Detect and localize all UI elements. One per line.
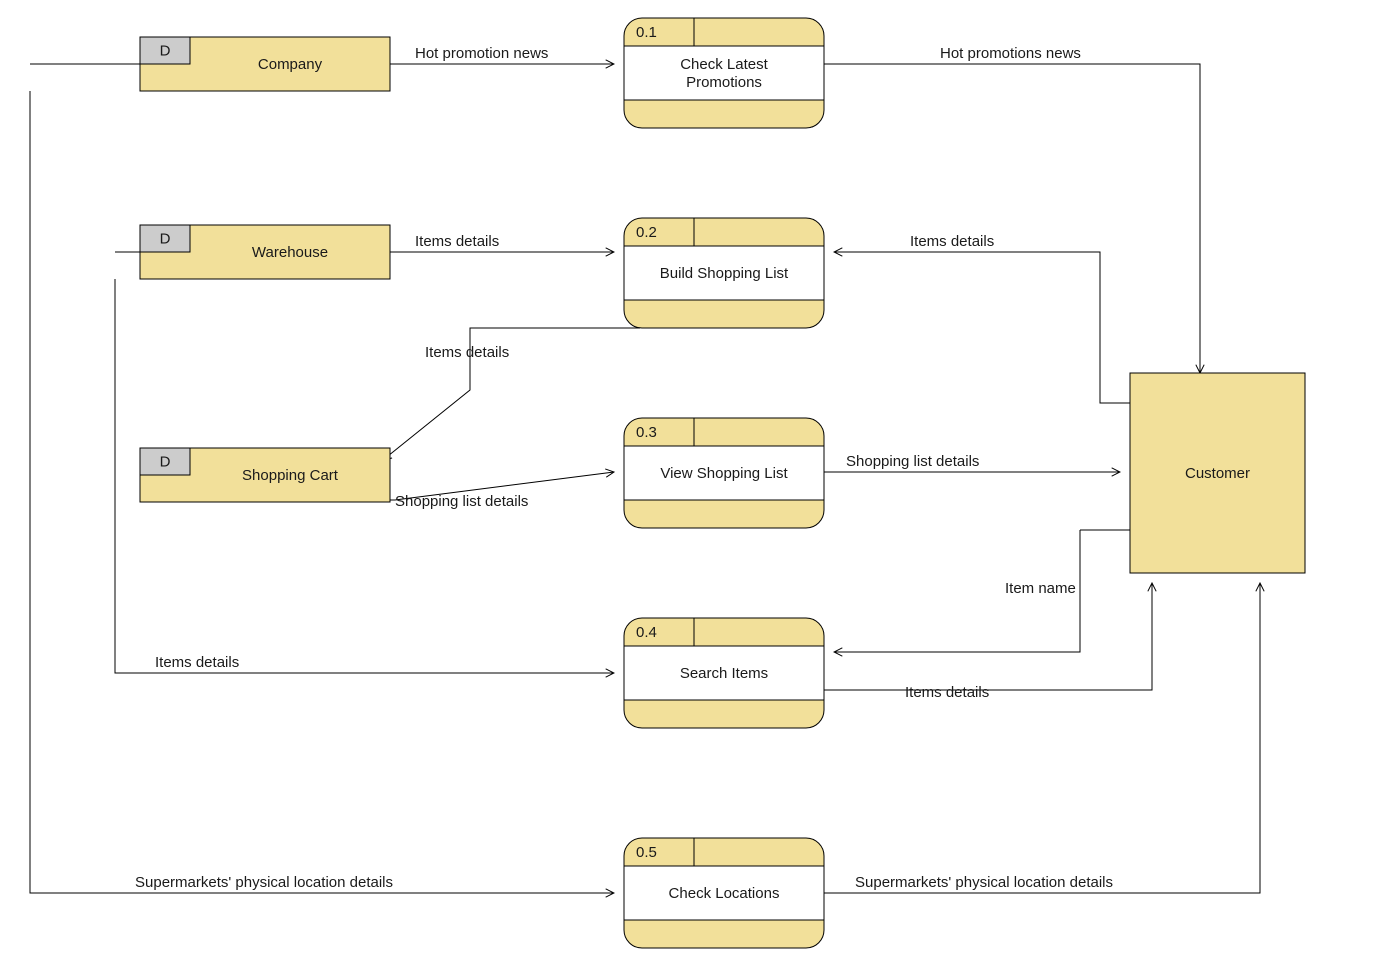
flow-label: Items details (905, 684, 989, 701)
process-p04: 0.4 Search Items (624, 618, 824, 728)
process-label: Promotions (686, 74, 762, 91)
process-label: View Shopping List (660, 465, 788, 482)
flow-label: Item name (1005, 580, 1076, 597)
dfd-diagram: Hot promotion news Hot promotions news Ite… (0, 0, 1378, 980)
datastore-tag: D (160, 454, 171, 471)
datastore-shopping-cart: D Shopping Cart (140, 448, 390, 502)
flow-11: Supermarkets' physical location details (824, 583, 1260, 893)
process-label: Check Latest (680, 56, 768, 73)
entity-label: Customer (1185, 465, 1250, 482)
flow-5: Shopping list details (390, 472, 614, 510)
flow-label: Items details (155, 654, 239, 671)
process-label: Check Locations (669, 885, 780, 902)
flow-label: Items details (415, 233, 499, 250)
process-number: 0.1 (636, 24, 657, 41)
datastore-label: Warehouse (252, 244, 328, 261)
process-number: 0.3 (636, 424, 657, 441)
process-p01: 0.1 Check LatestPromotions (624, 18, 824, 128)
flow-6: Shopping list details (824, 453, 1120, 472)
process-number: 0.4 (636, 624, 657, 641)
process-label: Build Shopping List (660, 265, 789, 282)
flow-15 (1100, 300, 1130, 403)
flow-label: Supermarkets' physical location details (135, 874, 393, 891)
flow-label: Shopping list details (395, 493, 528, 510)
flow-label: Items details (425, 344, 509, 361)
datastore-warehouse: D Warehouse (140, 225, 390, 279)
flow-9: Items details (824, 583, 1152, 701)
process-number: 0.5 (636, 844, 657, 861)
flow-label: Items details (910, 233, 994, 250)
process-number: 0.2 (636, 224, 657, 241)
process-p02: 0.2 Build Shopping List (624, 218, 824, 328)
datastore-label: Company (258, 56, 323, 73)
flow-2: Items details (390, 233, 614, 252)
flow-label: Hot promotion news (415, 45, 548, 62)
datastore-company: D Company (140, 37, 390, 91)
process-label: Search Items (680, 665, 768, 682)
flow-3: Items details (834, 233, 1100, 300)
datastore-label: Shopping Cart (242, 467, 339, 484)
process-p03: 0.3 View Shopping List (624, 418, 824, 528)
entity-customer: Customer (1130, 373, 1305, 573)
process-p05: 0.5 Check Locations (624, 838, 824, 948)
flow-label: Hot promotions news (940, 45, 1081, 62)
datastore-tag: D (160, 231, 171, 248)
flow-0: Hot promotion news (390, 45, 614, 64)
flow-4: Items details (383, 328, 640, 460)
flow-label: Supermarkets' physical location details (855, 874, 1113, 891)
flow-7: Item name (834, 530, 1080, 652)
datastore-tag: D (160, 43, 171, 60)
flow-label: Shopping list details (846, 453, 979, 470)
flow-1: Hot promotions news (824, 45, 1200, 373)
